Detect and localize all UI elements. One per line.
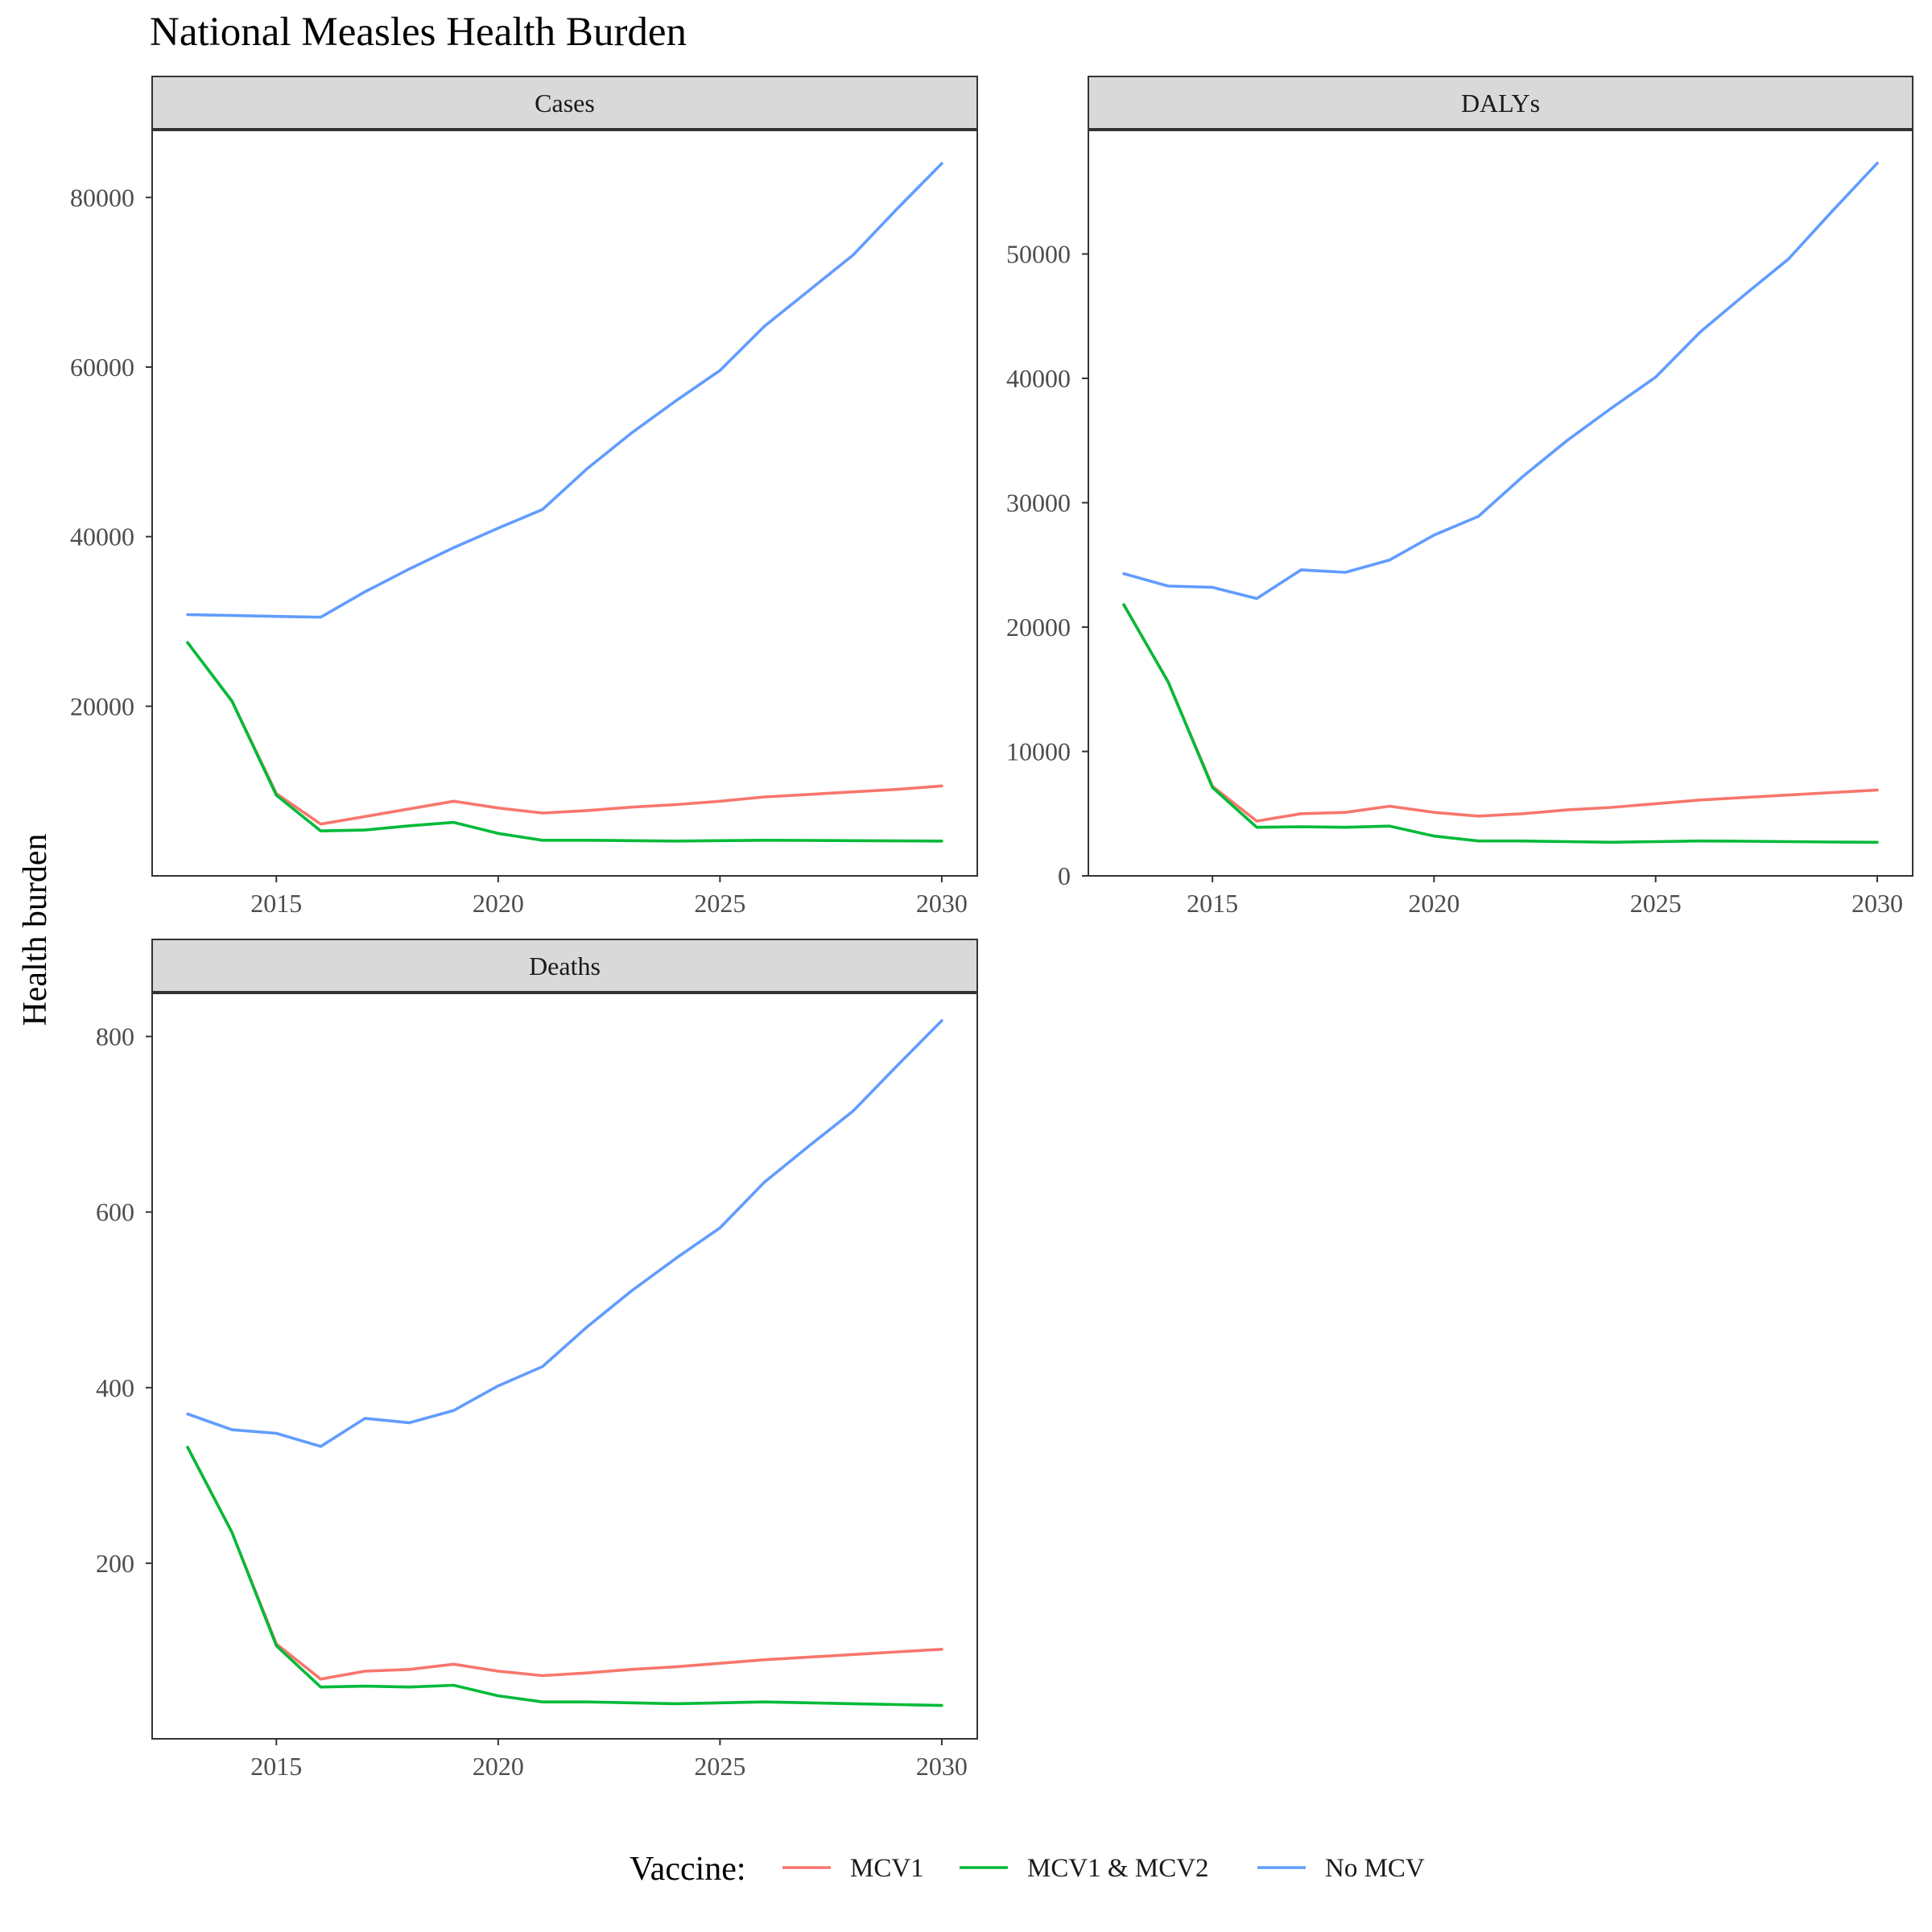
y-tick-label: 400	[96, 1373, 134, 1402]
strip-cases	[151, 76, 978, 130]
chart-title: National Measles Health Burden	[150, 10, 687, 55]
y-tick-label: 800	[96, 1022, 134, 1051]
panel-deaths: Deaths 2015 2020 2025 2030 200 400 600 800	[96, 939, 978, 1781]
line-cases-mcv1	[186, 641, 943, 826]
x-tick-label: 2015	[250, 1752, 302, 1781]
line-dalys-no-mcv	[1122, 161, 1879, 601]
y-tick-label: 30000	[1006, 489, 1071, 518]
y-tick-label: 0	[1058, 861, 1071, 890]
legend-item-mcv1-and-mcv2: MCV1 & MCV2	[960, 1854, 1209, 1883]
strip-dalys	[1088, 76, 1913, 130]
legend-item-no-mcv: No MCV	[1257, 1854, 1425, 1883]
x-tick-label: 2025	[694, 1752, 745, 1781]
panel-cases: Cases 2015 2020 2025 2030 20000 40000 60000 8000…	[70, 76, 978, 918]
line-cases-mcv1-and-mcv2	[186, 641, 943, 843]
strip-label-deaths: Deaths	[529, 952, 601, 980]
y-tick-label: 20000	[1006, 613, 1071, 642]
x-tick-label: 2020	[473, 1752, 524, 1781]
y-tick-label: 40000	[1006, 364, 1071, 393]
line-dalys-mcv1-and-mcv2	[1122, 603, 1879, 844]
y-tick-label: 50000	[1006, 240, 1071, 269]
strip-label-dalys: DALYs	[1461, 89, 1540, 118]
x-tick-label: 2020	[473, 889, 524, 918]
legend-label-mcv1-and-mcv2: MCV1 & MCV2	[1027, 1854, 1209, 1883]
x-tick-label: 2030	[1852, 889, 1903, 918]
y-tick-label: 600	[96, 1198, 134, 1227]
x-tick-label: 2030	[916, 889, 968, 918]
y-tick-label: 40000	[70, 522, 134, 551]
y-tick-label: 80000	[70, 183, 134, 212]
line-cases-no-mcv	[186, 162, 943, 619]
line-deaths-mcv1	[186, 1446, 943, 1681]
strip-deaths	[151, 939, 978, 993]
panel-border	[151, 129, 978, 877]
strip-label-cases: Cases	[535, 89, 595, 118]
x-tick-label: 2025	[1630, 889, 1682, 918]
y-tick-label: 10000	[1006, 737, 1071, 766]
y-tick-label: 20000	[70, 691, 134, 720]
y-tick-label: 60000	[70, 353, 134, 382]
x-tick-label: 2015	[1187, 889, 1238, 918]
line-deaths-no-mcv	[186, 1019, 943, 1448]
legend-title: Vaccine:	[630, 1851, 746, 1888]
legend: Vaccine: MCV1 MCV1 & MCV2 No MCV	[630, 1851, 1425, 1888]
x-tick-label: 2020	[1408, 889, 1459, 918]
y-tick-label: 200	[96, 1549, 134, 1578]
panel-dalys: DALYs 2015 2020 2025 2030 0 10000 20000 30000 400…	[1006, 76, 1913, 918]
x-tick-label: 2025	[694, 889, 745, 918]
legend-label-no-mcv: No MCV	[1325, 1854, 1425, 1883]
line-deaths-mcv1-and-mcv2	[186, 1446, 943, 1707]
x-tick-label: 2015	[250, 889, 302, 918]
panel-border	[151, 992, 978, 1740]
panel-border	[1088, 129, 1913, 877]
x-tick-label: 2030	[916, 1752, 968, 1781]
legend-label-mcv1: MCV1	[850, 1854, 924, 1883]
y-axis-title: Health burden	[17, 833, 54, 1026]
legend-item-mcv1: MCV1	[782, 1854, 924, 1883]
line-dalys-mcv1	[1122, 603, 1879, 823]
